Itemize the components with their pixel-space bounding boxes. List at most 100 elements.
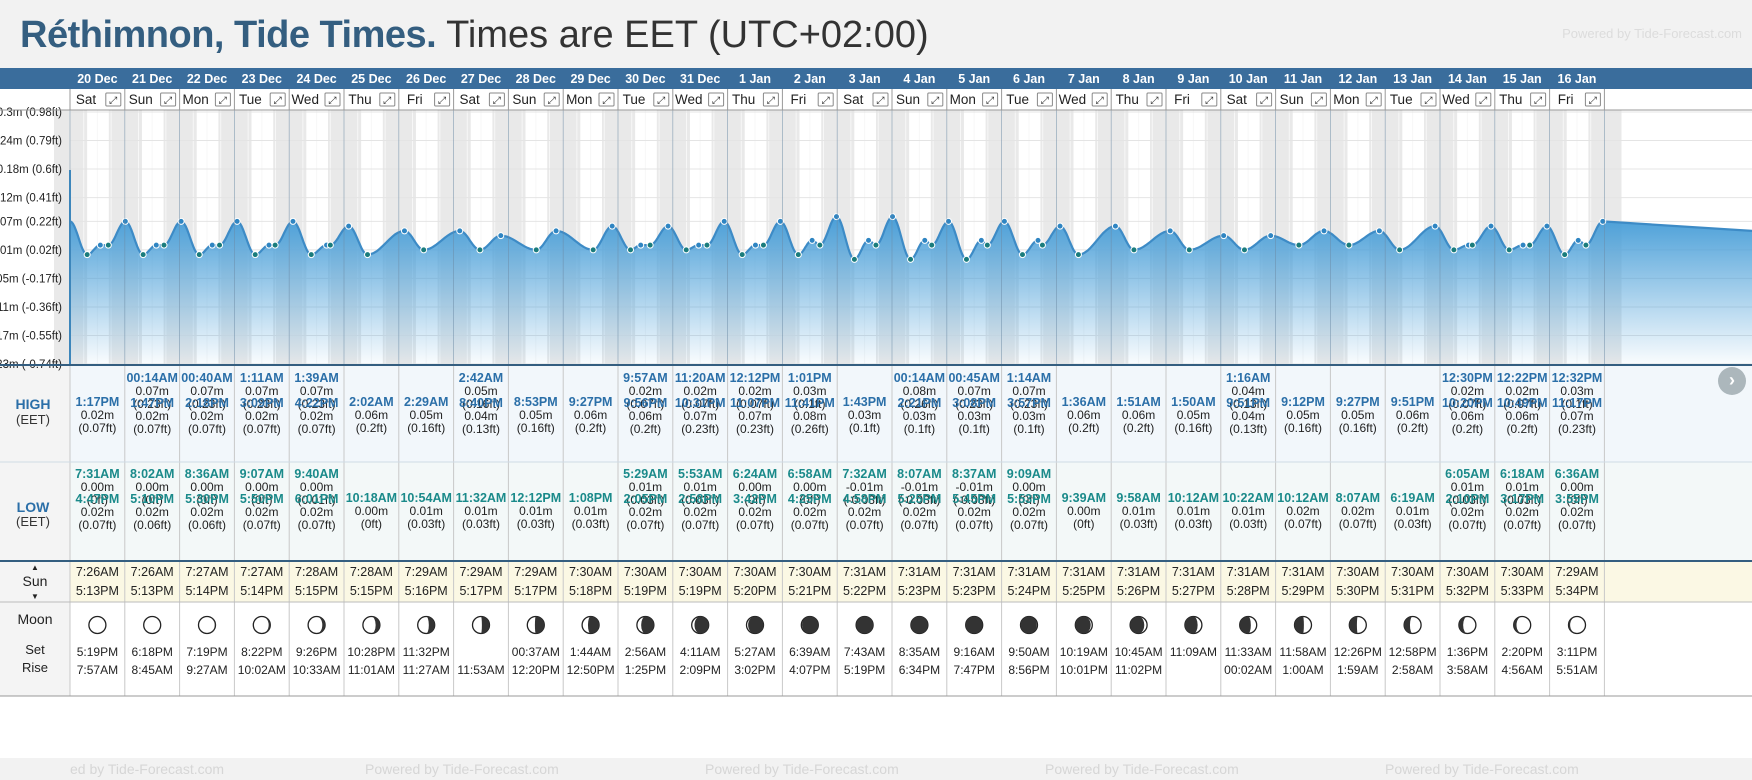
tide-height-ft: (0.07ft) <box>626 518 664 532</box>
expand-day-button[interactable] <box>708 92 725 107</box>
expand-day-button[interactable] <box>324 92 341 107</box>
low-tide-point <box>646 241 654 249</box>
tide-height-ft: (0.03ft) <box>1229 517 1267 531</box>
expand-day-button[interactable] <box>1365 92 1382 107</box>
tide-time: 3:55PM <box>1555 492 1599 506</box>
low-tide-point <box>1450 246 1458 254</box>
expand-day-button[interactable] <box>1091 92 1108 107</box>
tide-height-m: 0.06m <box>1122 408 1155 422</box>
expand-day-button[interactable] <box>653 92 670 107</box>
sunrise-arrow-icon: ▲ <box>31 563 39 572</box>
tide-height-m: 0.01m <box>1122 504 1155 518</box>
day-of-week: Thu <box>348 92 371 107</box>
expand-icon: ⤢ <box>1260 96 1268 107</box>
tide-height-ft: (0.16ft) <box>1174 421 1212 435</box>
moonset-time: 4:11AM <box>680 645 720 659</box>
expand-day-button[interactable] <box>927 92 944 107</box>
moon-shadow <box>1349 616 1358 634</box>
date-label: 20 Dec <box>77 72 117 86</box>
expand-day-button[interactable] <box>982 92 999 107</box>
expand-icon: ⤢ <box>548 96 556 107</box>
low-tide-point <box>682 246 690 254</box>
sunrise-time: 7:29AM <box>459 565 502 579</box>
expand-day-button[interactable] <box>543 92 560 107</box>
sunrise-time: 7:31AM <box>1281 565 1324 579</box>
tide-time: 11:07PM <box>730 396 780 410</box>
expand-day-button[interactable] <box>872 92 889 107</box>
sunrise-time: 7:29AM <box>1555 565 1598 579</box>
expand-day-button[interactable] <box>269 92 286 107</box>
expand-day-button[interactable] <box>1036 92 1053 107</box>
tide-table: 0.3m (0.98ft) 0.24m (0.79ft) 0.18m (0.6ft)… <box>0 68 1752 758</box>
watermark-text: ed by Tide-Forecast.com <box>70 761 225 777</box>
expand-day-button[interactable] <box>762 92 779 107</box>
expand-icon: ⤢ <box>657 96 665 107</box>
high-tide-point <box>265 241 273 249</box>
tide-height-ft: (0.23ft) <box>243 397 281 411</box>
high-tide-point <box>664 222 672 230</box>
expand-day-button[interactable] <box>817 92 834 107</box>
scroll-right-button[interactable] <box>1718 367 1746 395</box>
tide-time: 8:37AM <box>952 467 996 481</box>
expand-day-button[interactable] <box>1475 92 1492 107</box>
day-of-week: Wed <box>1442 92 1470 107</box>
expand-icon: ⤢ <box>1370 96 1378 107</box>
tide-time: 4:58PM <box>843 492 887 506</box>
day-of-week: Sat <box>843 92 864 107</box>
expand-day-button[interactable] <box>1420 92 1437 107</box>
date-label: 13 Jan <box>1393 72 1432 86</box>
tide-height-m: 0.00m <box>793 480 826 494</box>
moon-shadow <box>261 616 271 634</box>
moonrise-time: 10:02AM <box>238 663 286 677</box>
expand-day-button[interactable] <box>488 92 505 107</box>
tide-time: 4:25PM <box>788 492 832 506</box>
expand-day-button[interactable] <box>379 92 396 107</box>
moon-shadow <box>910 616 928 634</box>
tide-height-ft: (0ft) <box>251 493 272 507</box>
tide-height-ft: (0.07ft) <box>1558 518 1596 532</box>
moonset-time: 11:09AM <box>1170 645 1217 659</box>
expand-day-button[interactable] <box>105 92 122 107</box>
moonrise-time: 2:09PM <box>680 663 721 677</box>
moonset-time: 5:27AM <box>734 645 775 659</box>
moonrise-time: 1:59AM <box>1337 663 1378 677</box>
expand-day-button[interactable] <box>214 92 231 107</box>
tide-time: 10:12AM <box>1277 491 1328 505</box>
expand-day-button[interactable] <box>598 92 615 107</box>
sunrise-time: 7:29AM <box>405 565 448 579</box>
expand-day-button[interactable] <box>1584 92 1601 107</box>
tide-height-ft: (0.1ft) <box>904 422 935 436</box>
expand-day-button[interactable] <box>434 92 451 107</box>
tide-time: 9:40AM <box>294 467 338 481</box>
tide-height-m: 0.06m <box>1451 409 1484 423</box>
moon-shadow <box>694 616 709 634</box>
tide-height-m: 0.04m <box>464 409 497 423</box>
expand-day-button[interactable] <box>160 92 177 107</box>
high-tide-point <box>208 241 216 249</box>
tide-height-ft: (0.03ft) <box>407 517 445 531</box>
expand-icon: ⤢ <box>219 96 227 107</box>
date-label: 1 Jan <box>739 72 771 86</box>
tide-height-ft: (0.2ft) <box>630 422 661 436</box>
expand-day-button[interactable] <box>1256 92 1273 107</box>
tide-height-m: 0.07m <box>190 384 223 398</box>
high-tide-point <box>121 217 129 225</box>
low-tide-point <box>1018 251 1026 259</box>
expand-day-button[interactable] <box>1146 92 1163 107</box>
tide-height-m: 0.03m <box>903 409 936 423</box>
tide-time: 2:18PM <box>185 396 229 410</box>
y-tick-label: 0.12m (0.41ft) <box>0 193 62 205</box>
expand-icon: ⤢ <box>329 96 337 107</box>
expand-day-button[interactable] <box>1201 92 1218 107</box>
expand-day-button[interactable] <box>1310 92 1327 107</box>
tide-height-ft: (0.07ft) <box>243 518 281 532</box>
tide-height-m: 0.02m <box>81 408 114 422</box>
tide-height-m: 0.02m <box>738 505 771 519</box>
watermark: Powered by Tide-Forecast.com <box>1562 26 1742 41</box>
high-tide-point <box>96 241 104 249</box>
moonset-time: 7:19PM <box>186 645 227 659</box>
expand-day-button[interactable] <box>1530 92 1547 107</box>
tide-height-ft: (0.23ft) <box>681 422 719 436</box>
high-tide-point <box>1034 236 1042 244</box>
tide-height-ft: (0ft) <box>1073 517 1094 531</box>
